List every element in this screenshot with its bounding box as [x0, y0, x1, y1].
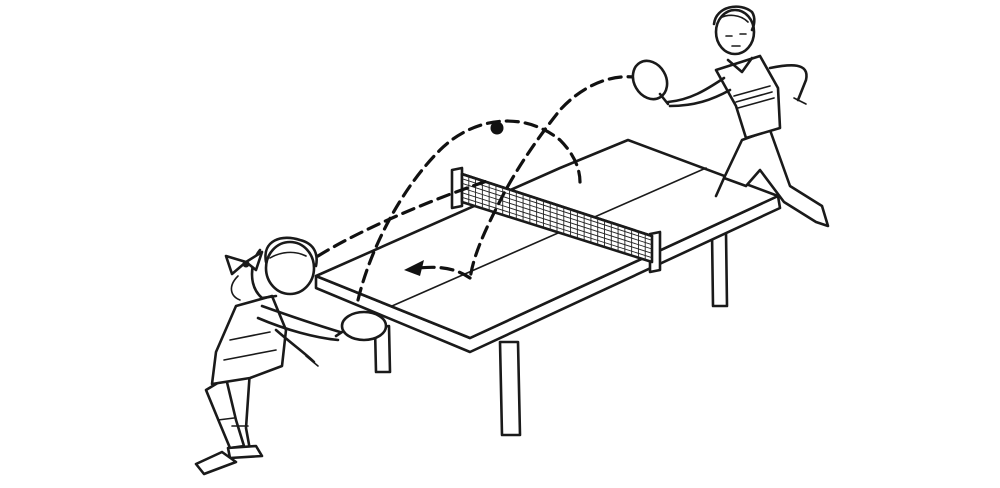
table-net — [450, 166, 662, 274]
net-mesh-line — [461, 178, 653, 241]
table-top — [314, 138, 782, 354]
ball-icon — [490, 121, 504, 135]
net-mesh-line — [461, 182, 653, 246]
net-mesh — [461, 176, 653, 260]
net-mesh-line — [461, 192, 653, 254]
boy-player — [631, 5, 830, 228]
ball-trajectories — [316, 75, 642, 302]
net-mesh-line — [461, 187, 653, 250]
arrowhead-icon — [404, 260, 424, 276]
net-mesh-line — [461, 196, 653, 259]
girl-player — [194, 236, 388, 476]
